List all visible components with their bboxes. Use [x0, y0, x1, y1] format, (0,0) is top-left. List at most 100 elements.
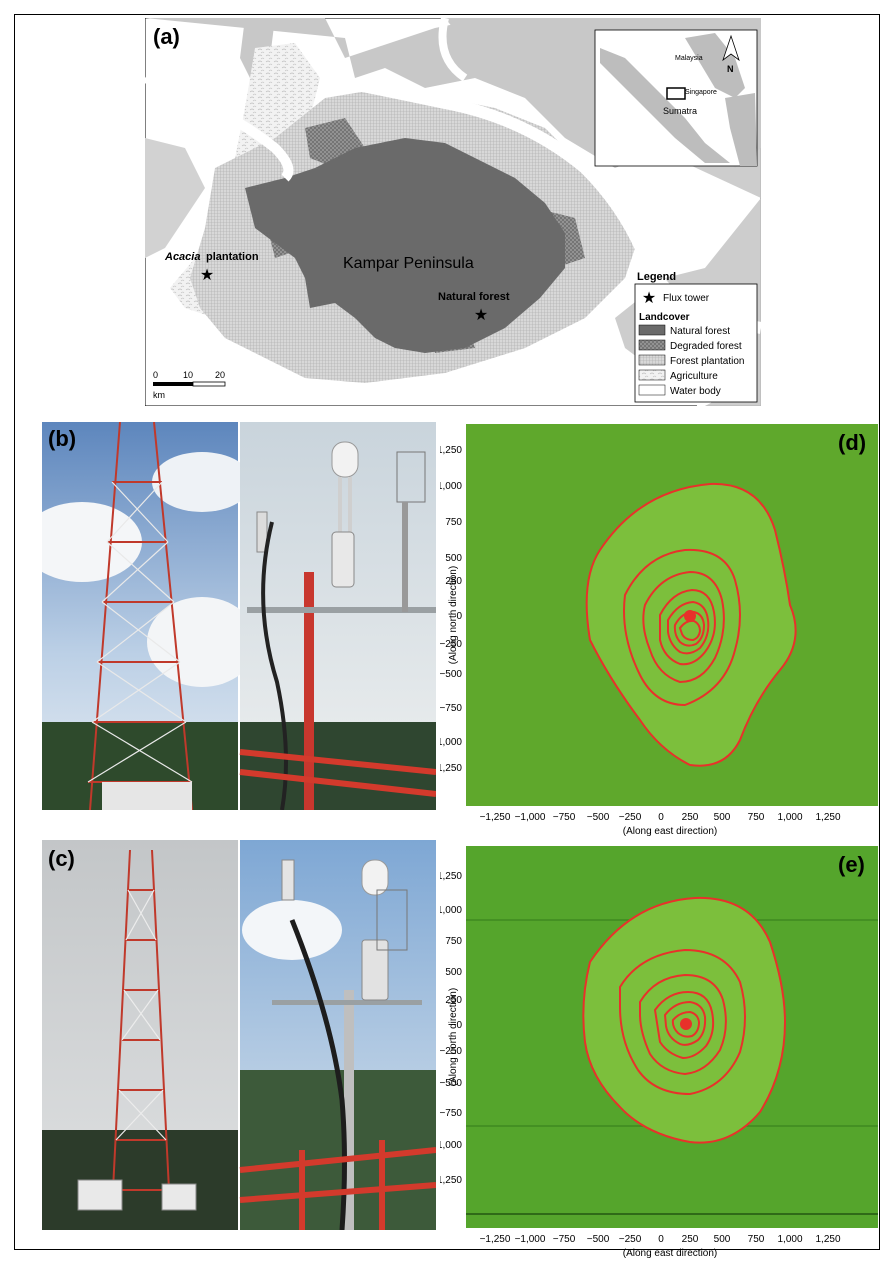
legend-title: Legend — [637, 271, 676, 283]
svg-text:750: 750 — [748, 1234, 765, 1245]
flux-tower-natural-icon: ★ — [474, 307, 488, 324]
instrument-mast-c — [239, 859, 437, 1231]
instrument-mast-b — [239, 441, 437, 811]
svg-text:−750: −750 — [440, 1108, 462, 1119]
legend-class-0: Natural forest — [670, 326, 730, 337]
north-arrow-label: N — [727, 64, 734, 74]
y-axis-label-e: (Along north direction) — [448, 988, 459, 1086]
svg-text:0: 0 — [456, 611, 462, 622]
lattice-tower-b — [87, 421, 193, 811]
tower-photos-c — [42, 840, 437, 1231]
legend-class-2: Forest plantation — [670, 356, 745, 367]
svg-text:1,000: 1,000 — [777, 1234, 802, 1245]
svg-text:500: 500 — [445, 967, 462, 978]
svg-text:0: 0 — [658, 1234, 664, 1245]
svg-text:1,000: 1,000 — [440, 481, 462, 492]
peninsula-label: Kampar Peninsula — [343, 255, 474, 272]
svg-text:500: 500 — [445, 553, 462, 564]
x-axis-ticks-e: −1,250 −1,000 −750 −500 −250 0 250 500 7… — [480, 1234, 841, 1245]
svg-text:250: 250 — [682, 1234, 699, 1245]
svg-text:−1,000: −1,000 — [515, 1234, 546, 1245]
svg-text:1,250: 1,250 — [440, 445, 462, 456]
tower-photos-b — [22, 421, 437, 811]
svg-text:−1,250: −1,250 — [480, 1234, 511, 1245]
panel-label-a: (a) — [153, 24, 180, 49]
svg-text:−1,000: −1,000 — [440, 737, 462, 748]
svg-text:−750: −750 — [440, 703, 462, 714]
svg-text:1,250: 1,250 — [440, 871, 462, 882]
inset-label-sumatra: Sumatra — [663, 106, 697, 116]
footprint-contours-d — [585, 482, 797, 767]
x-axis-label-e: (Along east direction) — [623, 1248, 718, 1259]
inset-label-singapore: Singapore — [685, 89, 717, 96]
scale-bar: 0 10 20 km — [153, 370, 226, 400]
svg-text:750: 750 — [748, 812, 765, 823]
flux-tower-acacia-icon: ★ — [200, 267, 214, 284]
panel-b-photos: (b) — [22, 421, 437, 811]
svg-text:0: 0 — [153, 370, 158, 380]
panel-a-map: Malaysia Singapore Sumatra N Kampar Peni… — [143, 17, 763, 410]
map-legend: Legend ★ Flux tower Landcover Natural fo… — [634, 271, 758, 403]
legend-landcover-title: Landcover — [639, 312, 690, 323]
svg-text:250: 250 — [682, 812, 699, 823]
svg-text:−500: −500 — [587, 812, 610, 823]
inset-map: Malaysia Singapore Sumatra N — [594, 29, 758, 167]
svg-text:500: 500 — [714, 812, 731, 823]
svg-text:−500: −500 — [440, 669, 462, 680]
svg-text:−1,250: −1,250 — [480, 812, 511, 823]
svg-text:1,250: 1,250 — [815, 1234, 840, 1245]
svg-text:−250: −250 — [619, 812, 642, 823]
tower-location-d — [684, 610, 696, 622]
svg-text:−1,250: −1,250 — [440, 1175, 462, 1186]
svg-text:1,000: 1,000 — [440, 905, 462, 916]
svg-text:0: 0 — [456, 1020, 462, 1031]
svg-text:−1,000: −1,000 — [440, 1140, 462, 1151]
inset-label-malaysia: Malaysia — [675, 55, 703, 62]
legend-class-3: Agriculture — [670, 371, 718, 382]
site-acacia-rest: plantation — [206, 251, 259, 263]
svg-text:−750: −750 — [553, 1234, 576, 1245]
y-axis-ticks-e: 1,250 1,000 750 500 250 0 −250 −500 −750… — [431, 871, 462, 1186]
svg-text:250: 250 — [445, 995, 462, 1006]
svg-text:−1,000: −1,000 — [515, 812, 546, 823]
svg-text:500: 500 — [714, 1234, 731, 1245]
tower-location-e — [680, 1018, 692, 1030]
legend-class-4: Water body — [670, 386, 721, 397]
x-axis-label-d: (Along east direction) — [623, 826, 718, 837]
site-acacia-italic: Acacia — [164, 251, 200, 263]
svg-text:−500: −500 — [440, 1078, 462, 1089]
x-axis-ticks-d: −1,250 −1,000 −750 −500 −250 0 250 500 7… — [480, 812, 841, 823]
svg-text:km: km — [153, 390, 165, 400]
panel-d-footprint: 1,250 1,000 750 500 250 0 −250 −500 −750… — [431, 420, 880, 840]
svg-text:250: 250 — [445, 576, 462, 587]
svg-text:20: 20 — [215, 370, 225, 380]
legend-star-icon: ★ — [642, 290, 656, 307]
svg-text:−250: −250 — [440, 639, 462, 650]
panel-label-d: (d) — [838, 430, 867, 455]
panel-e-footprint: 1,250 1,000 750 500 250 0 −250 −500 −750… — [431, 842, 880, 1262]
svg-text:1,000: 1,000 — [777, 812, 802, 823]
svg-text:−250: −250 — [440, 1046, 462, 1057]
svg-text:0: 0 — [658, 812, 664, 823]
svg-text:750: 750 — [445, 517, 462, 528]
svg-text:1,250: 1,250 — [815, 812, 840, 823]
svg-text:10: 10 — [183, 370, 193, 380]
panel-label-e: (e) — [838, 852, 865, 877]
svg-text:−250: −250 — [619, 1234, 642, 1245]
legend-class-1: Degraded forest — [670, 341, 742, 352]
lattice-tower-c — [111, 849, 171, 1211]
footprint-plot-d: 1,250 1,000 750 500 250 0 −250 −500 −750… — [431, 424, 878, 837]
panel-label-c: (c) — [48, 846, 75, 871]
legend-flux-tower: Flux tower — [663, 293, 710, 304]
panel-label-b: (b) — [48, 426, 77, 451]
svg-text:−750: −750 — [553, 812, 576, 823]
svg-text:750: 750 — [445, 936, 462, 947]
footprint-plot-e: 1,250 1,000 750 500 250 0 −250 −500 −750… — [431, 846, 878, 1259]
svg-text:−500: −500 — [587, 1234, 610, 1245]
north-arrow-icon — [722, 34, 740, 62]
site-natural-label: Natural forest — [438, 291, 510, 303]
panel-c-photos: (c) — [42, 840, 437, 1231]
svg-text:−1,250: −1,250 — [440, 763, 462, 774]
y-axis-ticks-d: 1,250 1,000 750 500 250 0 −250 −500 −750… — [431, 445, 462, 774]
y-axis-label-d: (Along north direction) — [448, 566, 459, 664]
